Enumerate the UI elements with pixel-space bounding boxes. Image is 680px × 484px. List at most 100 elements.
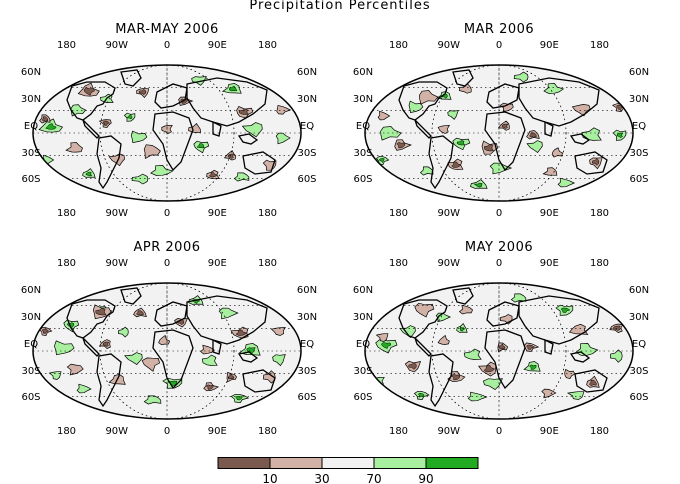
panel-title: MAY 2006	[464, 240, 534, 255]
longitude-label: 90E	[208, 258, 227, 269]
latitude-label: EQ	[632, 339, 646, 350]
latitude-label: 30S	[629, 366, 648, 377]
latitude-label: 60N	[353, 67, 373, 78]
coastline	[398, 299, 448, 339]
wet-anomaly-region	[526, 140, 543, 153]
coastline	[186, 295, 268, 345]
very-wet-region	[246, 347, 256, 354]
wet-anomaly-region	[201, 354, 218, 366]
very-dry-region	[592, 158, 600, 166]
panel-title: MAR 2006	[463, 22, 535, 37]
longitude-label: 180	[57, 40, 76, 51]
very-wet-region	[379, 158, 385, 163]
longitude-label: 0	[496, 426, 502, 437]
coastline	[518, 295, 600, 345]
longitude-label: 180	[389, 40, 408, 51]
very-dry-region	[41, 116, 48, 122]
very-dry-region	[483, 365, 496, 373]
very-dry-region	[525, 344, 535, 350]
coastline	[82, 337, 100, 357]
wet-anomaly-region	[241, 122, 263, 138]
wet-anomaly-region	[275, 132, 291, 145]
very-dry-region	[235, 329, 248, 336]
longitude-label: 0	[164, 40, 170, 51]
latitude-label: 60N	[21, 67, 41, 78]
latitude-label: 60N	[297, 67, 317, 78]
wet-anomaly-region	[482, 378, 503, 391]
wet-anomaly-region	[609, 349, 623, 363]
very-wet-region	[473, 182, 483, 188]
dry-anomaly-region	[188, 122, 202, 133]
legend-swatch	[269, 457, 323, 469]
very-wet-region	[126, 114, 133, 120]
longitude-label: 90E	[208, 426, 227, 437]
world-map: 180 180 90W 90W 0 0 90E 90E 180 180 60N 30N EQ 30S 60S…	[353, 258, 649, 437]
very-dry-region	[102, 120, 111, 126]
longitude-gridline	[99, 65, 235, 201]
very-wet-region	[196, 143, 205, 149]
coastline	[486, 301, 520, 327]
very-dry-region	[451, 161, 462, 168]
wet-anomaly-region	[191, 76, 207, 86]
longitude-label: 180	[57, 258, 76, 269]
panel-mar-may: MAR-MAY 2006 180 180 90W 90W 0 0 90E 90E 180 180 6…	[17, 22, 317, 232]
very-dry-region	[238, 108, 249, 115]
legend-swatch	[321, 457, 375, 469]
dry-anomaly-region	[437, 334, 450, 345]
world-map: 180 180 90W 90W 0 0 90E 90E 180 180 60N 30N EQ 30S 60S…	[21, 40, 317, 219]
longitude-label: 0	[496, 40, 502, 51]
coastline	[452, 287, 474, 305]
wet-anomaly-region	[419, 166, 434, 176]
wet-anomaly-region	[130, 130, 148, 144]
latitude-label: 30S	[21, 148, 40, 159]
very-dry-region	[139, 88, 147, 96]
longitude-gridline	[431, 65, 567, 201]
legend-swatch	[217, 457, 271, 469]
very-wet-region	[456, 140, 466, 146]
coastline	[96, 353, 122, 408]
latitude-label: EQ	[24, 121, 38, 132]
longitude-label: 180	[258, 40, 277, 51]
latitude-label: 30N	[629, 312, 649, 323]
very-dry-region	[208, 172, 218, 178]
latitude-label: 60N	[629, 67, 649, 78]
longitude-label: 180	[57, 208, 76, 219]
longitude-label: 180	[389, 426, 408, 437]
coastline	[237, 351, 259, 363]
coastline	[574, 151, 608, 175]
very-dry-region	[451, 374, 461, 381]
longitude-label: 180	[258, 208, 277, 219]
coastline	[486, 83, 520, 109]
wet-anomaly-region	[48, 371, 62, 380]
latitude-label: 60N	[21, 285, 41, 296]
coastline	[518, 77, 600, 127]
longitude-label: 180	[590, 40, 609, 51]
wet-anomaly-region	[131, 173, 149, 185]
wet-anomaly-region	[218, 307, 239, 320]
dry-anomaly-region	[143, 144, 161, 159]
very-dry-region	[529, 132, 537, 138]
latitude-label: 30N	[297, 312, 317, 323]
coastline	[484, 111, 526, 172]
longitude-label: 180	[590, 258, 609, 269]
color-legend: 10 30 70 90	[217, 457, 479, 484]
latitude-label: 60S	[629, 392, 648, 403]
dry-anomaly-region	[551, 147, 564, 158]
longitude-label: 90W	[105, 426, 128, 437]
dry-anomaly-region	[377, 110, 391, 121]
coastline	[212, 120, 222, 137]
longitude-label: 0	[496, 258, 502, 269]
longitude-label: 180	[258, 426, 277, 437]
dry-anomaly-region	[564, 368, 576, 380]
latitude-label: 30N	[353, 94, 373, 105]
longitude-label: 0	[496, 208, 502, 219]
dry-anomaly-region	[270, 327, 286, 336]
dry-anomaly-region	[276, 104, 292, 115]
very-dry-region	[102, 341, 110, 347]
longitude-label: 90W	[105, 258, 128, 269]
world-map: 180 180 90W 90W 0 0 90E 90E 180 180 60N 30N EQ 30S 60S…	[353, 40, 649, 219]
latitude-label: 30S	[353, 148, 372, 159]
latitude-label: EQ	[356, 121, 370, 132]
coastline	[66, 299, 116, 339]
dry-anomaly-region	[414, 302, 435, 318]
